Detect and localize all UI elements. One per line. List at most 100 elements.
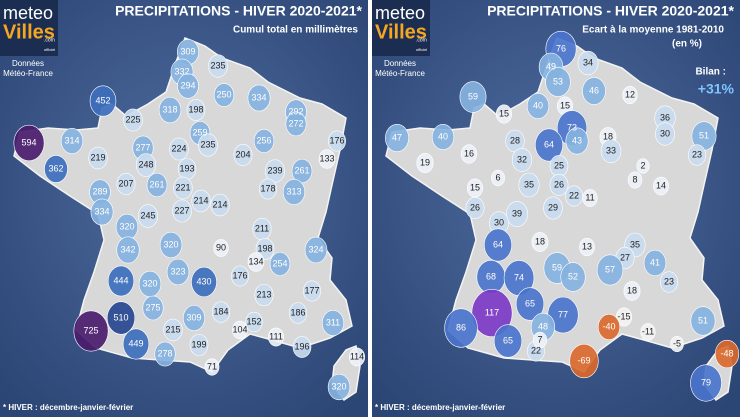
value-label: 8 xyxy=(632,174,637,184)
value-label: 23 xyxy=(692,149,702,159)
value-circle xyxy=(292,336,312,358)
value-circle xyxy=(177,73,199,99)
value-circle xyxy=(213,83,235,107)
value-circle xyxy=(511,148,533,172)
value-circle xyxy=(495,104,513,124)
value-circle xyxy=(636,158,650,174)
value-circle xyxy=(232,320,248,340)
value-label: 452 xyxy=(95,95,110,105)
value-circle xyxy=(253,129,275,153)
value-label: 57 xyxy=(605,264,615,274)
title: PRECIPITATIONS - HIVER 2020-2021* xyxy=(487,3,734,19)
value-label: 6 xyxy=(495,172,500,182)
subtitle: (en %) xyxy=(672,39,702,50)
value-label: 43 xyxy=(572,135,582,145)
value-circle xyxy=(89,85,117,117)
value-label: 334 xyxy=(251,92,266,102)
value-label: 86 xyxy=(456,322,466,332)
value-label: 320 xyxy=(331,381,346,391)
value-circle xyxy=(491,169,505,187)
value-circle xyxy=(116,172,136,196)
value-label: 53 xyxy=(553,76,563,86)
value-label: 219 xyxy=(90,152,105,162)
value-label: 40 xyxy=(533,100,543,110)
value-label: 73 xyxy=(567,122,577,132)
value-circle xyxy=(431,123,455,151)
value-label: 320 xyxy=(142,278,157,288)
value-circle xyxy=(615,307,633,327)
value-label: 289 xyxy=(92,186,107,196)
value-label: 211 xyxy=(255,223,269,233)
value-circle xyxy=(622,85,638,105)
value-label: 34 xyxy=(583,57,593,67)
value-label: 314 xyxy=(64,135,79,145)
value-label: 250 xyxy=(216,89,231,99)
value-circle xyxy=(526,92,550,120)
value-label: 313 xyxy=(286,186,301,196)
value-circle xyxy=(460,144,478,164)
value-circle xyxy=(173,176,193,200)
subtitle: Ecart à la moyenne 1981-2010 xyxy=(582,25,724,36)
value-label: 430 xyxy=(196,276,211,286)
value-circle xyxy=(318,149,336,169)
value-label: 59 xyxy=(552,262,562,272)
value-label: 27 xyxy=(620,252,630,262)
value-label: 259 xyxy=(192,127,207,137)
value-label: 248 xyxy=(138,159,153,169)
value-circle xyxy=(90,198,114,226)
value-label: 2 xyxy=(640,160,645,170)
value-label: 196 xyxy=(294,341,309,351)
value-label: 46 xyxy=(589,85,599,95)
value-circle xyxy=(154,341,176,367)
value-label: 35 xyxy=(524,179,534,189)
value-circle xyxy=(459,81,487,113)
footnote: * HIVER : décembre-janvier-février xyxy=(3,403,133,412)
value-label: 90 xyxy=(216,242,226,252)
value-label: 235 xyxy=(210,60,225,70)
value-circle xyxy=(582,189,598,207)
value-label: 213 xyxy=(256,289,271,299)
footnote: * HIVER : décembre-janvier-février xyxy=(375,403,505,412)
value-label: 510 xyxy=(113,312,128,322)
value-label: 221 xyxy=(175,182,190,192)
value-label: -48 xyxy=(720,348,733,358)
value-circle xyxy=(653,176,669,196)
value-label: 51 xyxy=(698,315,708,325)
value-label: 178 xyxy=(260,183,275,193)
value-label: 117 xyxy=(485,307,499,317)
value-label: 320 xyxy=(119,221,134,231)
value-circle xyxy=(670,335,684,353)
value-circle xyxy=(465,196,485,220)
value-circle xyxy=(107,265,135,297)
value-circle xyxy=(213,239,229,257)
value-label: 111 xyxy=(269,331,283,341)
title: PRECIPITATIONS - HIVER 2020-2021* xyxy=(115,3,362,19)
value-label: 51 xyxy=(699,130,709,140)
value-circle xyxy=(142,295,164,321)
value-circle xyxy=(44,155,68,183)
value-label: 725 xyxy=(83,325,98,335)
value-label: 199 xyxy=(191,339,206,349)
value-circle xyxy=(531,232,549,252)
value-circle xyxy=(231,265,249,287)
value-circle xyxy=(385,123,409,153)
value-label: 275 xyxy=(145,302,160,312)
value-circle xyxy=(532,331,548,349)
value-label: 215 xyxy=(165,324,180,334)
value-circle xyxy=(169,137,189,161)
value-circle xyxy=(265,159,285,183)
bilan-label: Bilan : xyxy=(695,67,726,78)
value-circle xyxy=(518,172,540,198)
value-circle xyxy=(159,231,183,259)
value-circle xyxy=(137,204,159,228)
value-circle xyxy=(245,311,263,333)
value-label: 79 xyxy=(701,377,711,387)
value-label: 15 xyxy=(470,182,480,192)
value-label: 176 xyxy=(232,270,247,280)
value-label: 320 xyxy=(163,239,178,249)
value-circle xyxy=(182,305,206,331)
value-circle xyxy=(545,67,571,97)
value-label: 23 xyxy=(664,276,674,286)
value-label: 332 xyxy=(174,66,189,76)
value-circle xyxy=(643,249,667,277)
